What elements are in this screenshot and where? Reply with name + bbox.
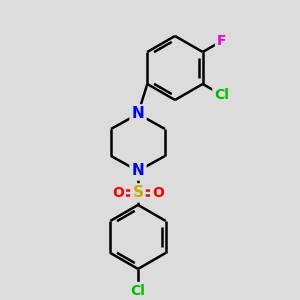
Text: S: S bbox=[133, 185, 143, 200]
Text: Cl: Cl bbox=[130, 284, 146, 298]
Text: Cl: Cl bbox=[214, 88, 229, 102]
Text: O: O bbox=[112, 186, 124, 200]
Text: O: O bbox=[152, 186, 164, 200]
Text: N: N bbox=[132, 164, 144, 178]
Text: N: N bbox=[132, 106, 144, 122]
Text: F: F bbox=[217, 34, 226, 48]
